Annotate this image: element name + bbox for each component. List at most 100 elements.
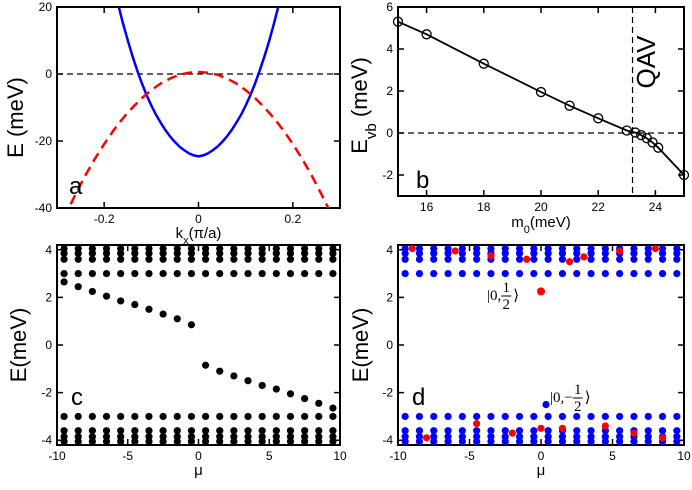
bulk-state-point-blue	[444, 255, 452, 263]
evb-data-point	[653, 142, 664, 153]
x-axis-label-sub: x	[183, 235, 189, 247]
bulk-state-point	[258, 412, 266, 421]
y-tick-label: -40	[35, 201, 53, 215]
bulk-state-point-red	[651, 244, 660, 253]
bulk-state-point	[145, 412, 153, 421]
blue-solid-series	[117, 7, 280, 158]
evb-data-point	[478, 58, 489, 69]
bulk-state-point-blue	[601, 269, 609, 278]
bulk-state-point	[102, 269, 111, 278]
bulk-state-point-red	[580, 253, 588, 261]
bulk-state-point-blue	[501, 249, 509, 257]
bulk-state-point-blue	[515, 269, 524, 278]
bulk-state-point	[244, 412, 252, 421]
edge-state-point	[187, 321, 196, 329]
bulk-state-point-blue	[544, 427, 552, 435]
bulk-state-point	[216, 437, 224, 446]
bulk-state-point-blue	[601, 412, 609, 421]
bulk-state-point-blue	[473, 437, 481, 446]
ket-plus-half-prefix: |0,	[487, 288, 501, 304]
bulk-state-point-blue	[515, 412, 524, 421]
bulk-state-point	[272, 412, 280, 421]
bulk-state-point-blue	[558, 269, 567, 278]
bulk-state-point	[173, 427, 181, 435]
bulk-state-point	[244, 427, 252, 435]
bulk-state-point-red	[508, 429, 516, 437]
bulk-state-point	[145, 269, 153, 278]
ket-minus-half-bracket: ⟩	[585, 390, 591, 406]
bulk-state-point-blue	[430, 412, 438, 421]
bulk-state-point-blue	[644, 437, 652, 446]
bulk-state-point	[315, 249, 323, 257]
edge-state-point	[117, 297, 125, 305]
bulk-state-point	[159, 249, 167, 257]
bulk-state-point	[230, 427, 238, 435]
edge-state-point	[159, 310, 167, 318]
y-tick-label: -4	[41, 433, 52, 447]
bulk-state-point	[145, 249, 153, 257]
bulk-state-point-blue	[644, 269, 652, 278]
bulk-state-point-blue	[673, 437, 681, 446]
bulk-state-point	[159, 255, 167, 263]
panel-label: a	[69, 173, 83, 200]
bulk-state-point	[216, 249, 224, 257]
bulk-state-point-blue	[587, 255, 595, 263]
edge-state-point	[230, 372, 238, 380]
bulk-state-point-red	[658, 434, 667, 442]
bulk-state-point-blue	[515, 437, 524, 446]
bulk-state-point	[286, 412, 295, 421]
bulk-state-point-blue	[444, 437, 452, 446]
bulk-state-point-blue	[401, 249, 409, 257]
y-tick-label: -2	[41, 386, 52, 400]
bulk-state-point	[74, 249, 82, 257]
bulk-state-point-blue	[573, 249, 581, 257]
bulk-state-point	[159, 412, 167, 421]
bulk-state-point-blue	[558, 255, 567, 263]
y-axis-label-main: E	[347, 139, 372, 154]
bulk-state-point	[74, 427, 82, 435]
edge-state-point	[60, 278, 68, 286]
bulk-state-point-blue	[444, 269, 452, 278]
bulk-state-point	[187, 255, 196, 263]
bulk-state-point	[88, 255, 96, 263]
ket-plus-half: |0, 12⟩	[487, 280, 519, 313]
edge-state-red-point	[537, 287, 545, 296]
bulk-state-point-blue	[501, 437, 509, 446]
bulk-state-point-blue	[515, 255, 524, 263]
bulk-state-point	[74, 437, 82, 446]
y-tick-label: 0	[45, 338, 52, 352]
bulk-state-point-blue	[401, 427, 409, 435]
bulk-state-point	[301, 249, 309, 257]
bulk-state-point-blue	[458, 437, 466, 446]
bulk-state-point-blue	[587, 427, 595, 435]
evb-data-point	[593, 113, 604, 124]
bulk-state-point	[272, 437, 280, 446]
bulk-state-point-blue	[587, 269, 595, 278]
bulk-state-point	[301, 437, 309, 446]
bulk-state-point-blue	[630, 269, 638, 278]
x-tick-label: 0	[195, 212, 202, 226]
bulk-state-point-blue	[415, 269, 424, 278]
bulk-state-point	[329, 427, 337, 435]
bulk-state-point	[315, 412, 323, 421]
y-tick-label: 0	[386, 126, 393, 140]
bulk-state-point	[102, 412, 111, 421]
bulk-state-point	[286, 269, 295, 278]
bulk-state-point	[145, 427, 153, 435]
bulk-state-point	[230, 255, 238, 263]
bulk-state-point-blue	[658, 269, 667, 278]
bulk-state-point-blue	[415, 437, 424, 446]
bulk-state-point-blue	[644, 255, 652, 263]
y-axis-label: E(meV)	[348, 308, 373, 383]
y-tick-label: 4	[45, 243, 52, 257]
bulk-state-point-blue	[558, 412, 567, 421]
y-tick-label: 0	[386, 338, 393, 352]
bulk-state-point-red	[566, 258, 574, 266]
bulk-state-point	[88, 412, 96, 421]
bulk-state-point-blue	[401, 437, 409, 446]
bulk-state-point	[286, 427, 295, 435]
bulk-state-point	[286, 249, 295, 257]
bulk-state-point	[159, 427, 167, 435]
x-axis-label-rest: (π/a)	[189, 225, 222, 242]
